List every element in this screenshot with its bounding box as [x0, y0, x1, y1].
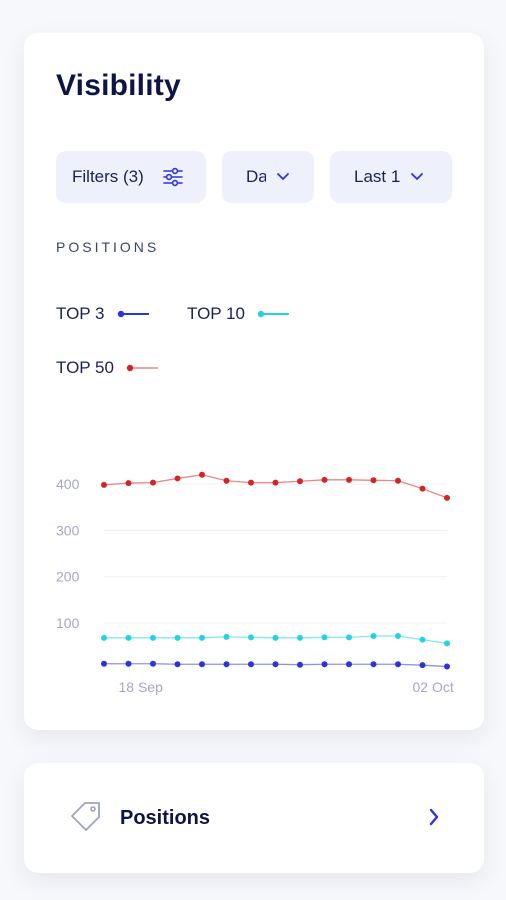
y-tick-label: 100: [56, 615, 80, 631]
data-point[interactable]: [346, 476, 352, 483]
date-range-dropdown[interactable]: Last 14: [330, 151, 452, 203]
data-point[interactable]: [444, 640, 450, 647]
y-tick-label: 300: [56, 522, 80, 538]
data-point[interactable]: [395, 477, 401, 484]
data-point[interactable]: [321, 634, 328, 641]
data-point[interactable]: [272, 479, 279, 486]
legend-swatch: [117, 309, 151, 319]
data-point[interactable]: [370, 661, 377, 668]
data-point[interactable]: [346, 634, 352, 641]
chevron-right-icon[interactable]: [428, 807, 440, 827]
section-label: POSITIONS: [56, 239, 160, 255]
data-point[interactable]: [174, 661, 181, 668]
data-point[interactable]: [297, 478, 303, 485]
legend-label: TOP 10: [187, 304, 245, 323]
x-tick-label: 18 Sep: [119, 679, 164, 695]
card-title: Visibility: [56, 69, 181, 102]
data-point[interactable]: [150, 660, 156, 667]
data-point[interactable]: [321, 476, 328, 483]
data-point[interactable]: [444, 663, 450, 670]
legend-swatch: [126, 363, 160, 373]
data-point[interactable]: [419, 662, 426, 669]
data-point[interactable]: [297, 634, 303, 641]
data-point[interactable]: [223, 477, 230, 484]
data-point[interactable]: [395, 632, 401, 639]
data-point[interactable]: [199, 661, 205, 668]
legend-label: TOP 3: [56, 304, 105, 323]
filters-button[interactable]: Filters (3): [56, 151, 206, 203]
data-point[interactable]: [199, 471, 205, 478]
data-point[interactable]: [101, 634, 107, 641]
y-tick-label: 400: [56, 476, 80, 492]
series-line: [103, 474, 448, 499]
data-point[interactable]: [395, 661, 401, 668]
data-point[interactable]: [346, 661, 352, 668]
legend-label: TOP 50: [56, 358, 114, 377]
tag-icon: [68, 799, 104, 838]
data-point[interactable]: [370, 477, 377, 484]
data-point[interactable]: [321, 661, 328, 668]
legend-item-top3[interactable]: TOP 3: [56, 304, 151, 324]
sliders-icon: [162, 166, 184, 188]
legend-swatch: [257, 309, 291, 319]
dimension-dropdown[interactable]: Da: [222, 151, 314, 203]
positions-chart: 100 200 300 400 18 Sep 02 Oct: [56, 471, 454, 695]
data-point[interactable]: [248, 634, 254, 641]
y-tick-label: 200: [56, 569, 80, 585]
positions-label: Positions: [120, 807, 211, 829]
data-point[interactable]: [272, 634, 279, 641]
chevron-down-icon: [410, 172, 424, 182]
data-point[interactable]: [419, 485, 426, 492]
chevron-down-icon: [276, 172, 290, 182]
positions-row: Positions: [68, 799, 210, 838]
visibility-card: Visibility Filters (3) Da: [24, 33, 484, 730]
data-point[interactable]: [248, 661, 254, 668]
data-point[interactable]: [248, 479, 254, 486]
data-point[interactable]: [419, 636, 426, 643]
date-range-value: Last 14: [354, 167, 400, 186]
data-point[interactable]: [444, 494, 450, 501]
legend-item-top50[interactable]: TOP 50: [56, 358, 160, 378]
data-point[interactable]: [174, 634, 181, 641]
data-point[interactable]: [125, 480, 132, 487]
x-tick-label: 02 Oct: [413, 679, 454, 695]
data-point[interactable]: [223, 661, 230, 668]
legend-item-top10[interactable]: TOP 10: [187, 304, 291, 324]
data-point[interactable]: [125, 634, 132, 641]
data-point[interactable]: [101, 660, 107, 667]
data-point[interactable]: [174, 475, 181, 482]
data-point[interactable]: [223, 633, 230, 640]
filters-label: Filters (3): [72, 167, 144, 186]
data-point[interactable]: [199, 634, 205, 641]
positions-card[interactable]: Positions: [24, 763, 484, 873]
data-point[interactable]: [150, 634, 156, 641]
data-point[interactable]: [297, 661, 303, 668]
data-point[interactable]: [272, 661, 279, 668]
data-point[interactable]: [125, 660, 132, 667]
data-point[interactable]: [150, 479, 156, 486]
data-point[interactable]: [101, 481, 107, 488]
dimension-dropdown-value: Da: [246, 167, 266, 186]
data-point[interactable]: [370, 632, 377, 639]
